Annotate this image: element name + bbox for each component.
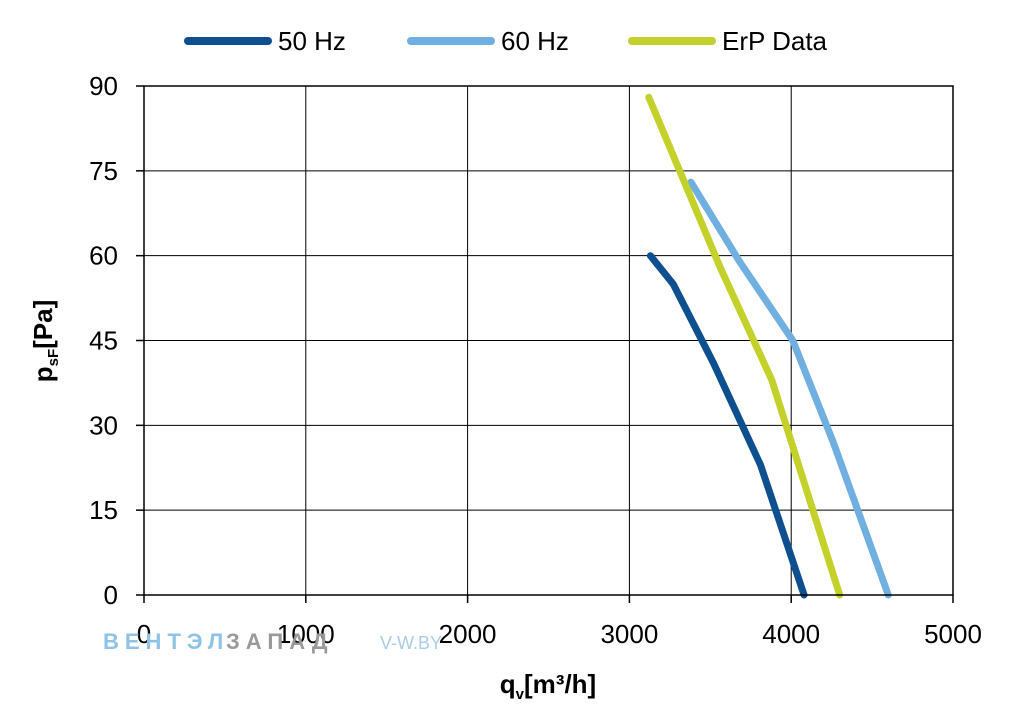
series-line-50-hz — [646, 252, 808, 599]
watermark: ВЕНТЭЛ ЗАПАД V-W.BY — [103, 629, 442, 654]
x-tick-label: 5000 — [924, 619, 982, 649]
x-tick-label: 4000 — [762, 619, 820, 649]
y-tick-labels: 0 15 30 45 60 75 90 — [89, 71, 144, 610]
watermark-brand-part1: ВЕНТЭЛ — [103, 629, 229, 654]
y-axis-title-sub: sF — [45, 349, 62, 367]
y-tick-label: 90 — [89, 71, 118, 101]
x-tick-label: 1000 — [277, 619, 335, 649]
y-axis-title-main: p — [28, 366, 58, 382]
x-tick-label: 2000 — [439, 619, 497, 649]
series-line-erp-data — [645, 93, 844, 599]
y-tick-label: 30 — [89, 410, 118, 440]
y-tick-label: 75 — [89, 156, 118, 186]
watermark-brand-part2: ЗАПАД — [226, 629, 334, 654]
x-axis-title-main: q — [500, 669, 516, 699]
grid-lines — [143, 85, 954, 596]
y-axis-title: psF[Pa] — [28, 300, 62, 383]
legend: 50 Hz 60 Hz ErP Data — [184, 26, 828, 56]
x-axis-title: qv[m³/h] — [500, 669, 596, 703]
legend-label-erp-data: ErP Data — [722, 26, 828, 56]
y-tick-label: 60 — [89, 241, 118, 271]
y-tick-label: 15 — [89, 495, 118, 525]
series-layer — [645, 93, 892, 599]
watermark-url: V-W.BY — [380, 633, 442, 653]
series-line-60-hz — [687, 178, 892, 599]
y-axis-title-unit: [Pa] — [28, 300, 58, 349]
legend-label-60-hz: 60 Hz — [501, 26, 569, 56]
x-axis-title-sub: v — [516, 686, 525, 703]
x-tick-label: 3000 — [600, 619, 658, 649]
y-tick-label: 45 — [89, 326, 118, 356]
legend-label-50-hz: 50 Hz — [278, 26, 346, 56]
x-tick-label: 0 — [137, 619, 151, 649]
x-axis-title-unit: [m³/h] — [524, 669, 596, 699]
x-tick-labels: 0 1000 2000 3000 4000 5000 — [137, 595, 982, 649]
y-tick-label: 0 — [104, 580, 118, 610]
